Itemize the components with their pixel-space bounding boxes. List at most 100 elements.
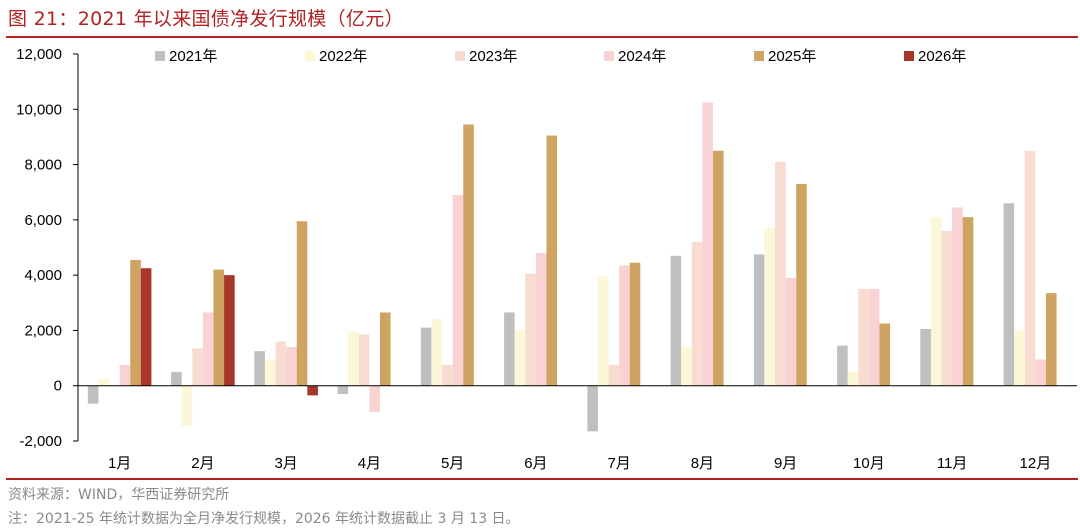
chart-title: 图 21：2021 年以来国债净发行规模（亿元） — [8, 8, 404, 30]
bar — [504, 312, 515, 386]
bar — [171, 371, 182, 386]
bar — [202, 312, 214, 386]
x-tick-label: 3月 — [274, 455, 297, 472]
bar — [952, 207, 963, 386]
bar — [224, 275, 235, 386]
bar — [525, 273, 536, 386]
bar — [420, 327, 432, 386]
legend-label: 2025年 — [768, 48, 816, 65]
bar — [941, 230, 953, 386]
bar — [1035, 359, 1046, 386]
y-tick-label: 4,000 — [24, 267, 62, 284]
data-note: 注：2021-25 年统计数据为全月净发行规模，2026 年统计数据截止 3 月… — [8, 511, 520, 527]
x-tick-label: 4月 — [358, 455, 381, 472]
bar — [702, 102, 713, 386]
y-axis: -2,000 0 2,000 4,000 6,000 8,000 10,000 12,000 — [16, 46, 79, 450]
y-tick-label: 12,000 — [16, 46, 62, 63]
legend: 2021年 2022年 2023年 2024年 2025年 2026年 — [155, 48, 966, 65]
bar — [140, 268, 152, 386]
legend-label: 2024年 — [618, 48, 666, 65]
legend-swatch — [754, 51, 764, 61]
bar — [629, 262, 641, 386]
x-tick-label: 2月 — [191, 455, 214, 472]
bar — [1024, 150, 1036, 386]
bar-series — [87, 102, 1057, 432]
legend-swatch — [604, 51, 614, 61]
bar — [868, 288, 880, 386]
bar — [87, 385, 99, 404]
bar — [962, 217, 974, 386]
y-tick-label: 8,000 — [24, 157, 62, 174]
y-tick-label: 6,000 — [24, 212, 62, 229]
bar — [930, 217, 942, 386]
bar — [286, 347, 297, 386]
bar — [275, 341, 287, 386]
bar — [463, 124, 474, 386]
bar — [1045, 293, 1057, 386]
bar — [670, 255, 682, 386]
x-tick-label: 5月 — [441, 455, 464, 472]
bar — [587, 385, 598, 432]
bar — [337, 385, 349, 395]
y-tick-label: 0 — [54, 378, 62, 395]
legend-label: 2022年 — [319, 48, 367, 65]
y-tick-label: 2,000 — [24, 322, 62, 339]
y-tick-label: -2,000 — [19, 433, 62, 450]
bar — [775, 161, 786, 386]
bar — [535, 253, 547, 386]
bar — [119, 364, 131, 386]
x-tick-label: 9月 — [774, 455, 797, 472]
bar — [431, 319, 443, 386]
bar — [608, 364, 620, 386]
bar — [296, 221, 308, 386]
bar — [452, 194, 464, 386]
bar — [546, 135, 558, 386]
bar — [691, 241, 703, 386]
footer-divider — [6, 478, 1078, 480]
bar — [785, 277, 797, 386]
x-tick-label: 6月 — [524, 455, 547, 472]
x-tick-label: 11月 — [937, 455, 968, 472]
bar — [130, 259, 141, 386]
bar — [764, 228, 776, 386]
legend-label: 2026年 — [918, 48, 966, 65]
legend-swatch — [305, 51, 315, 61]
source-note: 资料来源：WIND，华西证券研究所 — [8, 487, 230, 503]
bar — [619, 265, 630, 386]
bar — [1014, 330, 1025, 386]
bar — [837, 345, 848, 386]
bar — [847, 371, 859, 386]
bar — [348, 331, 359, 386]
bar — [369, 385, 380, 412]
bar — [264, 359, 276, 386]
bar — [98, 378, 110, 386]
bar — [213, 269, 225, 386]
bar — [1003, 203, 1015, 386]
legend-swatch — [455, 51, 465, 61]
x-tick-label: 7月 — [607, 455, 630, 472]
bar-chart: -2,00002,0004,0006,0008,00010,00012,000 … — [16, 46, 1077, 472]
legend-label: 2023年 — [469, 48, 517, 65]
x-tick-label: 10月 — [853, 455, 885, 472]
bar — [358, 334, 370, 386]
bar — [879, 323, 891, 386]
title-divider — [6, 36, 1078, 38]
legend-swatch — [155, 51, 165, 61]
bar — [514, 330, 526, 386]
x-tick-label: 1月 — [108, 455, 131, 472]
bar — [920, 329, 931, 386]
x-tick-label: 12月 — [1020, 455, 1052, 472]
y-tick-label: 10,000 — [16, 101, 62, 118]
legend-label: 2021年 — [169, 48, 217, 65]
bar — [753, 254, 765, 386]
legend-swatch — [904, 51, 914, 61]
bar — [379, 312, 391, 386]
bar — [442, 364, 453, 386]
bar — [181, 385, 193, 426]
bar — [254, 351, 265, 386]
bar — [307, 385, 318, 396]
bar — [858, 288, 869, 386]
x-axis: 1月 2月 3月 4月 5月 6月 7月 8月 9月 10月 11月 12月 — [78, 385, 1077, 472]
bar — [192, 348, 203, 386]
bar — [796, 183, 807, 386]
